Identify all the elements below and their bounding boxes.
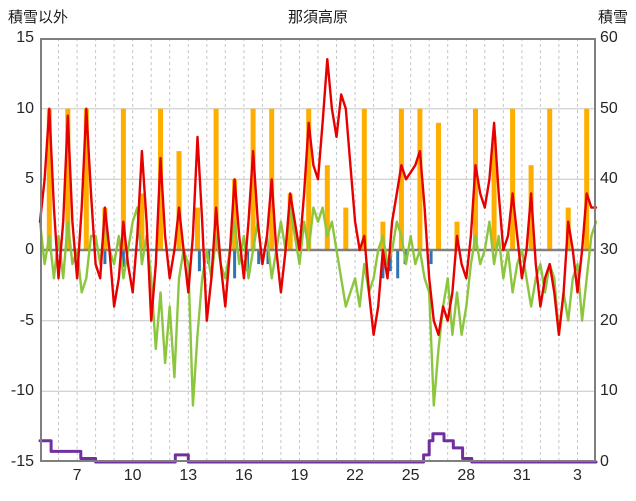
left-axis-title: 積雪以外: [8, 9, 69, 26]
right-axis-tick-label: 20: [600, 311, 618, 329]
left-axis-tick-label: -10: [10, 382, 34, 400]
x-axis-tick-label: 31: [512, 467, 531, 484]
x-axis-tick-label: 3: [573, 467, 582, 484]
right-axis-tick-label: 60: [600, 29, 618, 46]
green-line: [38, 206, 598, 407]
right-axis-tick-label: 0: [600, 453, 609, 470]
right-axis-tick-label: 30: [600, 241, 618, 258]
snow-depth-line: [38, 432, 598, 464]
plot-frame: [40, 38, 596, 462]
right-axis-tick-label: 50: [600, 99, 618, 117]
x-axis-tick-label: 25: [401, 467, 420, 484]
left-axis-tick-label: 10: [16, 99, 34, 117]
x-axis-tick-label: 28: [457, 467, 476, 484]
left-axis-tick-label: 15: [16, 29, 34, 46]
left-axis-tick-label: -5: [19, 311, 34, 329]
x-axis-tick-label: 10: [123, 467, 142, 484]
plot-area: [38, 38, 598, 464]
x-axis-tick-label: 19: [290, 467, 309, 484]
right-axis-tick-label: 10: [600, 382, 618, 400]
x-axis-tick-label: 13: [179, 467, 198, 484]
temperature-line: [38, 58, 598, 336]
chart-title: 那須高原: [287, 9, 348, 26]
x-axis-tick-label: 16: [234, 467, 253, 484]
x-axis-tick-label: 22: [346, 467, 364, 484]
left-axis-tick-label: 0: [25, 241, 34, 258]
x-axis-tick-label: 7: [72, 467, 82, 484]
right-axis-tick-label: 40: [600, 170, 618, 188]
left-axis-tick-label: -15: [10, 453, 34, 470]
left-axis-tick-label: 5: [25, 170, 34, 188]
right-axis-title: 積雪: [597, 9, 628, 26]
